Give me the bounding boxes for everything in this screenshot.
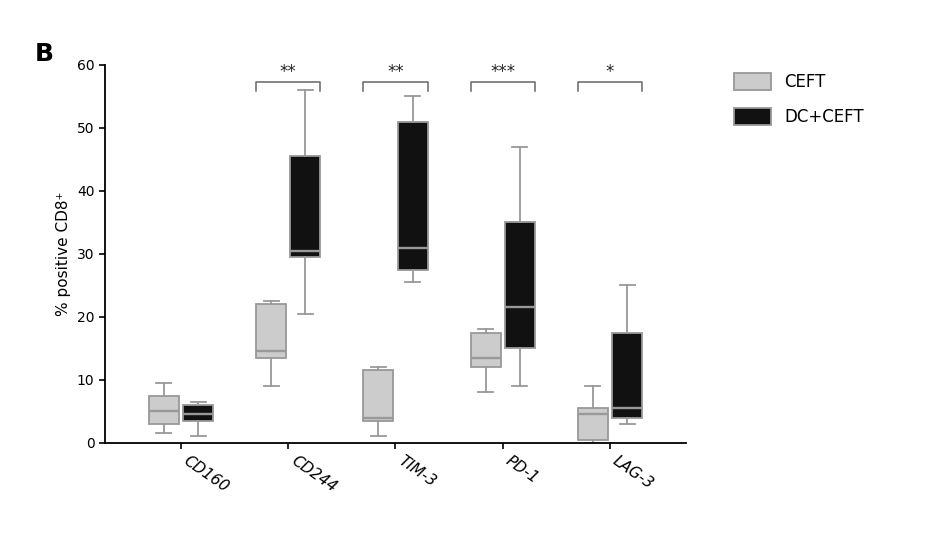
PathPatch shape <box>397 122 427 269</box>
Text: B: B <box>35 42 54 66</box>
Text: **: ** <box>387 63 404 80</box>
PathPatch shape <box>363 370 393 421</box>
PathPatch shape <box>256 304 286 357</box>
PathPatch shape <box>505 222 534 348</box>
Y-axis label: % positive CD8⁺: % positive CD8⁺ <box>56 192 71 316</box>
Text: *: * <box>605 63 613 80</box>
PathPatch shape <box>470 333 500 367</box>
PathPatch shape <box>611 333 642 417</box>
Legend: CEFT, DC+CEFT: CEFT, DC+CEFT <box>733 73 863 126</box>
PathPatch shape <box>577 408 607 440</box>
PathPatch shape <box>183 405 213 421</box>
PathPatch shape <box>149 395 179 424</box>
Text: **: ** <box>280 63 296 80</box>
PathPatch shape <box>290 156 320 257</box>
Text: ***: *** <box>489 63 515 80</box>
